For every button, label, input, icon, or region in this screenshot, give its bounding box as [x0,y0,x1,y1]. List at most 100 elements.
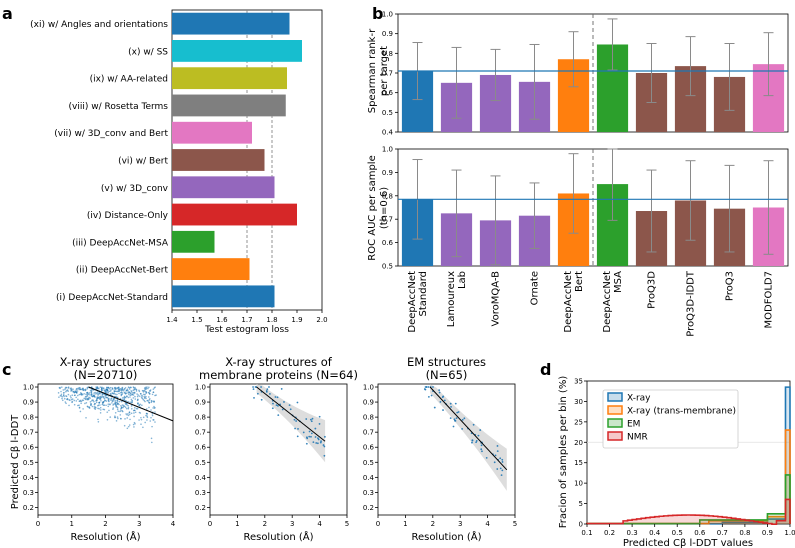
scatter-point-0-696 [101,394,104,396]
scatter-point-0-357 [111,388,114,390]
hist-nmr [586,498,791,526]
category-label-ornate-0: Ornate [530,271,541,305]
category-label-1: (x) w/ SS [128,47,168,57]
x-tick-label-0-3: 3 [137,520,141,528]
scatter-point-0-516 [141,389,144,392]
category-label-9: (ii) DeepAccNet-Bert [76,266,169,276]
scatter-point-0-645 [82,389,85,391]
scatter-point-0-390 [143,389,146,392]
scatter-point-0-514 [125,402,128,405]
scatter-point-0-606 [138,395,141,397]
scatter-point-0-284 [131,401,134,404]
scatter-point-0-397 [134,411,137,414]
scatter-point-0-613 [73,403,76,406]
scatter-point-1-58 [269,393,271,395]
scatter-point-1-50 [294,427,296,430]
scatter-point-0-145 [128,424,131,426]
category-label-deepaccnet-bert-0: DeepAccNet [563,271,574,333]
scatter-point-2-9 [481,450,483,453]
scatter-point-0-173 [130,412,133,415]
category-label-voromqa-b-0: VoroMQA-B [491,271,502,327]
bar-xi-w-angles-and-orientations [172,12,290,35]
scatter-point-0-686 [113,392,116,395]
scatter-point-0-604 [124,392,127,395]
scatter-point-0-334 [77,388,79,390]
scatter-point-2-54 [438,391,441,394]
scatter-point-0-137 [142,416,145,419]
y-tick-label-6: 30 [574,398,583,406]
scatter-point-0-531 [113,390,116,393]
scatter-point-0-344 [94,406,97,408]
panel-c-frame-1 [209,383,348,516]
scatter-point-0-675 [75,396,77,399]
y-tick-label-2-5: 0.7 [363,429,374,437]
y-tick-label-1-6: 0.8 [195,414,206,422]
scatter-point-2-52 [493,461,496,464]
scatter-point-0-383 [151,393,154,396]
scatter-point-0-634 [108,398,110,400]
scatter-point-0-624 [87,406,89,408]
scatter-point-2-61 [461,418,464,421]
scatter-point-0-669 [110,399,112,401]
scatter-point-0-288 [116,416,119,418]
x-tick-label-7: 0.8 [739,529,750,537]
scatter-point-0-690 [130,386,132,389]
scatter-point-0-350 [98,387,100,390]
scatter-point-0-336 [106,386,108,389]
category-label-7: (iv) Distance-Only [87,211,169,221]
bar-v-w-3d-conv [172,176,275,199]
scatter-point-0-291 [112,407,115,409]
scatter-point-2-33 [438,389,441,392]
scatter-point-0-496 [125,389,128,392]
scatter-point-0-399 [67,387,70,389]
x-tick-label-5: 0.6 [694,529,706,537]
scatter-point-0-610 [105,396,107,399]
x-tick-label-0-2: 2 [103,520,107,528]
x-tick-label-0-1: 1 [70,520,74,528]
scatter-point-0-508 [114,416,116,419]
scatter-point-0-597 [124,387,127,389]
scatter-point-0-236 [121,410,124,413]
scatter-point-0-396 [118,400,121,403]
scatter-point-0-502 [126,427,129,430]
scatter-point-0-552 [127,396,130,399]
x-tick-label-2: 0.3 [627,529,638,537]
scatter-point-0-685 [108,387,111,390]
panel-c-title-0-line1: X-ray structures [60,355,152,369]
scatter-point-0-366 [130,392,132,395]
scatter-point-1-42 [256,392,259,395]
scatter-point-0-165 [73,399,76,402]
scatter-point-0-589 [68,399,70,401]
y-tick-label-0-5: 0.7 [23,429,34,437]
scatter-point-0-679 [94,402,96,405]
y-tick-label-0-2: 0.6 [382,89,394,97]
y-tick-label-1-0: 0.2 [195,504,206,512]
scatter-point-0-692 [101,386,103,389]
scatter-point-0-91 [145,414,147,417]
scatter-point-0-368 [74,390,77,393]
scatter-point-2-63 [449,417,452,420]
scatter-point-1-3 [310,420,313,423]
x-tick-label-2-1: 1 [403,520,407,528]
scatter-point-1-47 [277,404,279,407]
x-tick-label-8: 0.9 [762,529,773,537]
scatter-point-0-48 [126,417,129,419]
scatter-point-0-195 [147,396,150,398]
scatter-point-1-23 [281,408,284,411]
scatter-point-0-605 [123,424,126,427]
confidence-band-2 [430,384,507,491]
x-tick-label-0-4: 4 [171,520,176,528]
scatter-point-0-475 [117,410,120,413]
scatter-point-0-612 [118,403,120,406]
scatter-point-0-680 [105,388,108,391]
y-tick-label-1-3: 0.5 [195,459,206,467]
scatter-point-0-628 [57,392,60,394]
scatter-point-0-630 [116,390,118,393]
legend-swatch-nmr [607,431,623,441]
scatter-point-0-459 [141,404,143,407]
scatter-point-0-557 [118,389,121,392]
scatter-point-0-335 [107,400,110,402]
scatter-point-0-651 [119,388,121,390]
scatter-point-1-25 [272,402,274,405]
scatter-point-1-20 [318,423,321,425]
